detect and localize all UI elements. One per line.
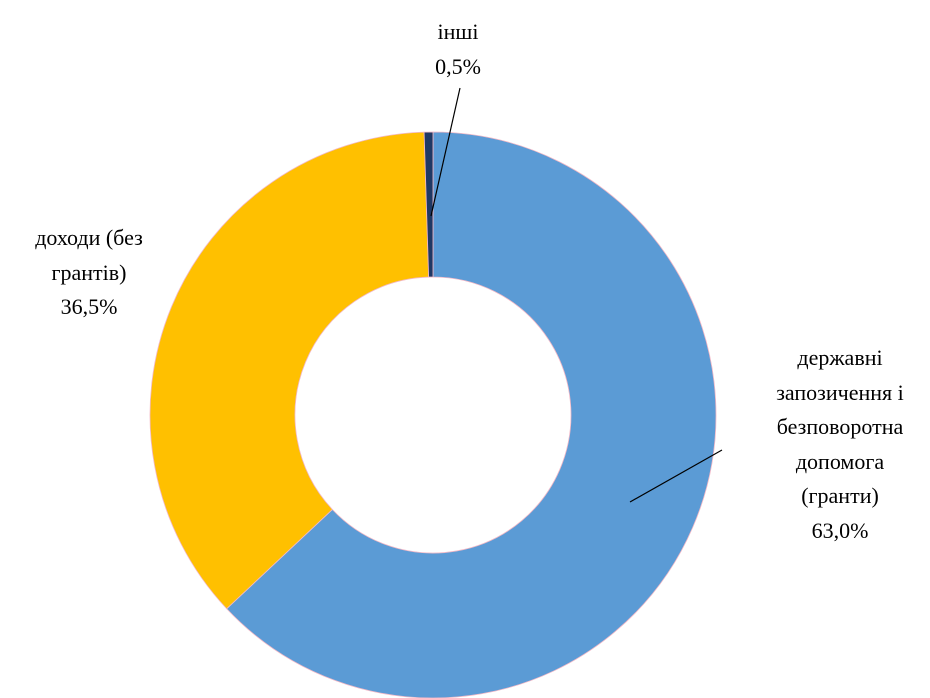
slice-label: інші 0,5% [408,15,508,84]
slice-label: державні запозичення і безповоротна допо… [765,341,915,548]
category-label: державні запозичення і безповоротна допо… [776,345,904,508]
slice-label: доходи (без грантів) 36,5% [9,221,169,325]
value-label: 63,0% [811,517,869,543]
donut-slice [423,131,434,278]
leader-line [430,87,461,217]
category-label: доходи (без грантів) [35,225,143,285]
donut-slice [149,131,430,610]
donut-slice [226,131,717,698]
category-label: інші [437,19,479,44]
value-label: 0,5% [435,53,481,79]
value-label: 36,5% [60,294,118,319]
leader-line [629,449,723,503]
